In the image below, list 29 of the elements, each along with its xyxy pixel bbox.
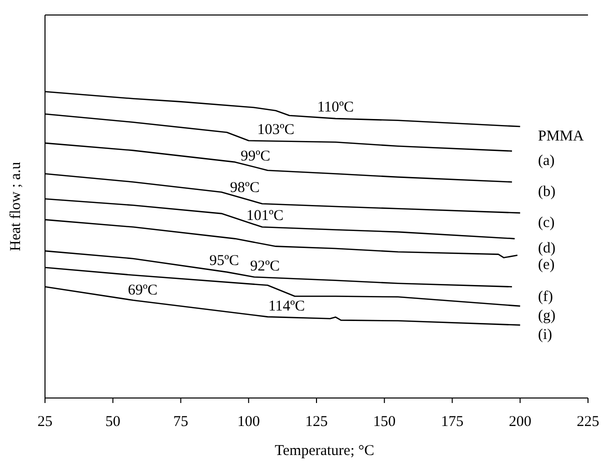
- x-tick-label: 100: [237, 414, 260, 430]
- x-tick-label: 50: [105, 414, 120, 430]
- annotation: 69ºC: [128, 282, 158, 298]
- series-label: (e): [538, 257, 555, 274]
- annotation: 99ºC: [240, 148, 270, 164]
- series-label: (g): [538, 308, 556, 324]
- annotation: 95ºC: [209, 252, 240, 269]
- series-label: (b): [538, 184, 556, 200]
- x-tick-label: 125: [305, 414, 328, 430]
- series-label: (a): [538, 153, 555, 170]
- annotation: 114ºC: [268, 298, 305, 314]
- annotation: 101ºC: [246, 208, 284, 224]
- y-axis-title: Heat flow ; a.u: [8, 161, 24, 252]
- annotation: 92ºC: [250, 258, 280, 274]
- series-label: (f): [538, 288, 553, 305]
- x-tick-label: 175: [441, 414, 464, 430]
- x-tick-label: 225: [576, 414, 600, 430]
- x-tick-label: 75: [173, 414, 188, 430]
- x-tick-label: 25: [38, 414, 52, 430]
- series-label: (d): [538, 240, 556, 257]
- annotation: 110ºC: [317, 100, 354, 116]
- series-label: (c): [538, 214, 555, 231]
- x-tick-label: 150: [373, 414, 396, 430]
- series-label: (i): [538, 327, 552, 344]
- series-label: PMMA: [538, 128, 584, 145]
- x-tick-label: 200: [508, 414, 532, 430]
- x-axis-title: Temperature; °C: [274, 443, 374, 459]
- annotation: 103ºC: [257, 122, 294, 138]
- annotation: 98ºC: [230, 180, 260, 196]
